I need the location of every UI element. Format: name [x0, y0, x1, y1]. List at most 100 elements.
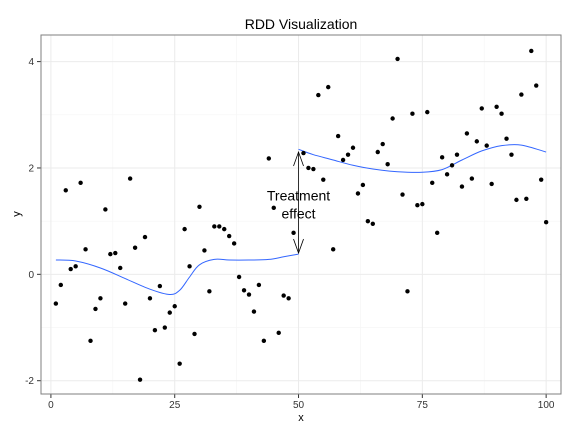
data-point [479, 106, 484, 111]
data-point [514, 197, 519, 203]
data-point [434, 230, 440, 236]
data-point [538, 177, 544, 182]
annotation-label-line-1: Treatment [267, 188, 330, 204]
y-tick-label: -2 [25, 376, 34, 387]
x-tick-label: 75 [417, 400, 429, 411]
data-point [177, 361, 182, 366]
data-point [152, 327, 158, 333]
data-point [236, 274, 242, 280]
data-point [335, 133, 341, 139]
data-point [276, 330, 281, 336]
data-point [464, 131, 470, 136]
data-point [330, 247, 336, 252]
data-point [58, 282, 64, 288]
data-point [98, 296, 103, 301]
data-point [197, 204, 202, 209]
data-point [385, 162, 390, 167]
fit-line-right [298, 144, 547, 173]
x-axis-label: x [298, 412, 304, 424]
data-point [162, 325, 168, 330]
data-point [494, 104, 499, 110]
annotation-arrowhead-top [293, 150, 304, 167]
data-point [395, 56, 400, 62]
data-point [266, 156, 272, 161]
data-point [350, 145, 356, 150]
data-point [157, 283, 163, 289]
y-tick-label: 0 [28, 270, 34, 281]
data-point [256, 282, 262, 288]
data-point [132, 245, 138, 250]
data-point [222, 226, 227, 232]
data-point [261, 338, 267, 344]
data-point [142, 234, 148, 240]
data-point [355, 191, 361, 196]
data-point [88, 338, 93, 344]
data-point [127, 176, 133, 181]
data-point [370, 221, 376, 227]
data-point [529, 48, 534, 54]
x-tick-label: 50 [293, 400, 305, 411]
data-point [425, 109, 430, 115]
data-point [439, 155, 445, 160]
data-point [83, 247, 88, 252]
data-point [217, 224, 222, 229]
scatter-points [53, 48, 549, 382]
data-point [405, 289, 410, 294]
data-point [113, 250, 118, 256]
data-point [103, 207, 108, 212]
data-point [306, 165, 311, 171]
y-tick-label: 2 [28, 163, 34, 174]
data-point [454, 152, 460, 157]
data-point [380, 141, 385, 147]
treatment-effect-annotation: Treatment effect [267, 150, 330, 255]
data-point [301, 150, 306, 156]
data-point [137, 377, 143, 382]
data-point [534, 83, 539, 88]
data-point [365, 218, 371, 224]
plot-panel-border [40, 34, 562, 395]
data-point [108, 251, 113, 257]
data-point [147, 296, 153, 301]
data-point [415, 202, 420, 208]
data-point [316, 92, 321, 98]
data-point [78, 180, 83, 186]
data-point [73, 264, 78, 269]
data-point [241, 288, 247, 293]
data-point [524, 196, 529, 202]
data-point [321, 177, 326, 182]
data-point [390, 116, 395, 121]
data-point [345, 152, 351, 157]
annotation-label-line-2: effect [282, 206, 316, 222]
data-point [93, 306, 98, 312]
y-tick-label: 4 [28, 57, 34, 68]
data-point [420, 201, 425, 207]
data-point [246, 292, 252, 297]
data-point [484, 143, 489, 148]
data-point [187, 264, 192, 269]
data-point [489, 181, 494, 187]
data-point [469, 176, 475, 181]
data-point [231, 241, 237, 246]
chart-title: RDD Visualization [245, 16, 358, 32]
data-point [207, 289, 212, 294]
y-axis-label: y [11, 211, 23, 217]
data-point [172, 304, 177, 309]
annotation-arrowhead-bottom [293, 238, 304, 255]
data-point [444, 172, 450, 177]
data-point [543, 220, 549, 225]
data-point [340, 157, 346, 163]
fit-lines [55, 144, 547, 296]
data-point [271, 205, 276, 211]
data-point [291, 230, 296, 236]
data-point [182, 226, 187, 232]
data-point [326, 84, 331, 90]
data-point [118, 265, 123, 271]
data-point [53, 301, 59, 306]
data-point [202, 248, 207, 253]
data-point [251, 309, 257, 314]
data-point [122, 301, 128, 306]
data-point [212, 224, 217, 229]
data-point [281, 293, 286, 298]
